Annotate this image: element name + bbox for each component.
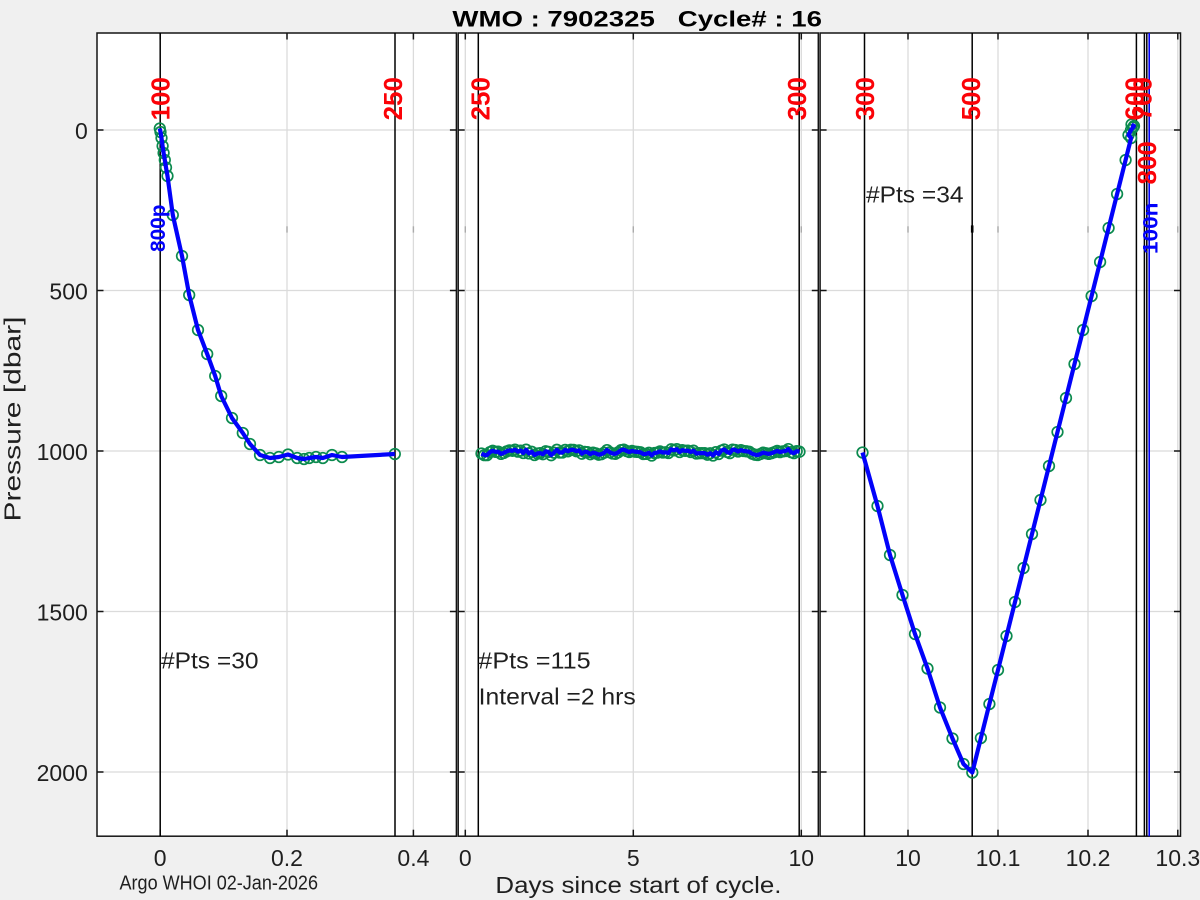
svg-text:Interval =2 hrs: Interval =2 hrs [479, 684, 636, 710]
svg-text:250: 250 [378, 77, 408, 120]
svg-text:Argo WHOI 02-Jan-2026: Argo WHOI 02-Jan-2026 [120, 873, 319, 895]
svg-text:10.3: 10.3 [1155, 845, 1200, 871]
svg-text:WMO : 7902325 Cycle# : 16: WMO : 7902325 Cycle# : 16 [452, 7, 822, 32]
svg-text:5: 5 [627, 845, 640, 871]
svg-text:250: 250 [465, 77, 495, 120]
svg-text:10: 10 [789, 845, 815, 871]
svg-text:10.2: 10.2 [1066, 845, 1111, 871]
svg-text:Pressure [dbar]: Pressure [dbar] [0, 317, 26, 522]
svg-text:800: 800 [1132, 141, 1162, 184]
svg-text:300: 300 [850, 77, 880, 120]
svg-text:1500: 1500 [37, 599, 88, 625]
svg-text:#Pts =30: #Pts =30 [161, 647, 259, 673]
svg-text:600: 600 [1119, 77, 1149, 120]
svg-text:10: 10 [895, 845, 921, 871]
svg-text:#Pts =115: #Pts =115 [478, 647, 590, 673]
svg-text:300: 300 [782, 77, 812, 120]
svg-text:500: 500 [49, 278, 87, 304]
svg-text:100n: 100n [1140, 203, 1163, 254]
svg-text:#Pts =34: #Pts =34 [866, 182, 964, 208]
svg-text:10.1: 10.1 [976, 845, 1021, 871]
svg-text:100: 100 [146, 77, 176, 120]
svg-text:0: 0 [154, 845, 167, 871]
svg-text:Days since start of cycle.: Days since start of cycle. [495, 872, 781, 898]
svg-text:1000: 1000 [37, 439, 88, 465]
svg-text:2000: 2000 [37, 760, 88, 786]
svg-text:0: 0 [459, 845, 472, 871]
svg-text:0.2: 0.2 [271, 845, 303, 871]
svg-text:0.4: 0.4 [397, 845, 429, 871]
svg-text:800p: 800p [147, 205, 170, 253]
svg-text:700: 700 [1127, 77, 1157, 120]
svg-text:0: 0 [75, 118, 88, 144]
svg-text:500: 500 [956, 77, 986, 120]
